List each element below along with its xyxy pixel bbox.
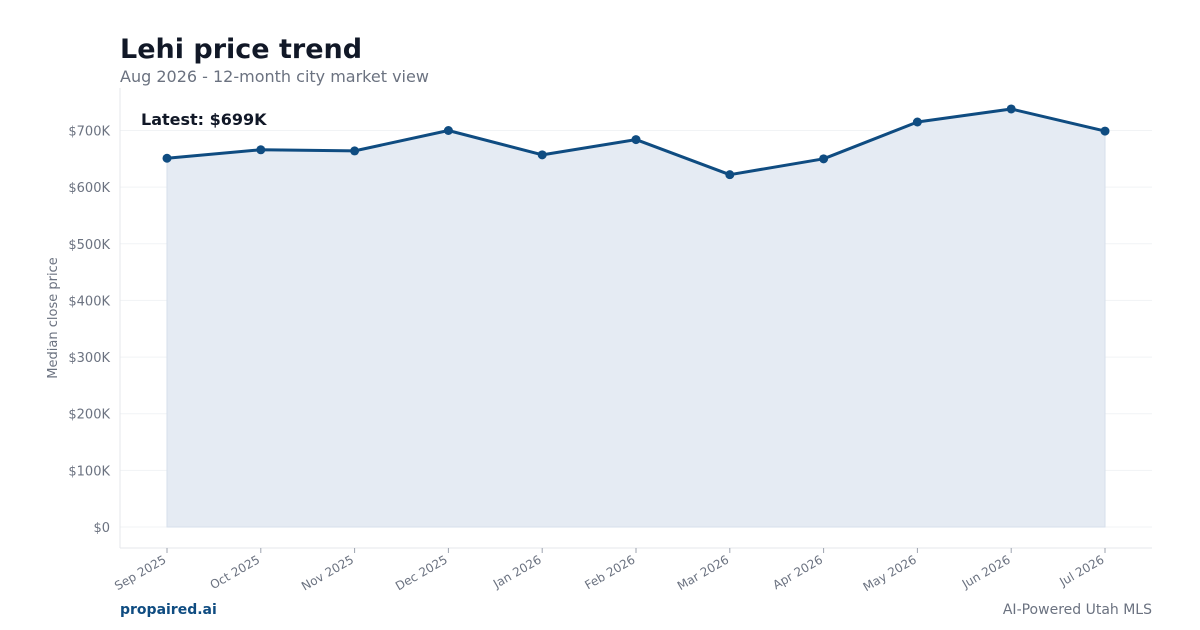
page-subtitle: Aug 2026 - 12-month city market view bbox=[120, 67, 429, 86]
latest-value-annotation: Latest: $699K bbox=[141, 110, 267, 129]
y-tick-label: $400K bbox=[68, 294, 110, 309]
y-tick-label: $300K bbox=[68, 351, 110, 366]
footer-tagline: AI-Powered Utah MLS bbox=[1002, 602, 1152, 618]
y-tick-label: $600K bbox=[68, 181, 110, 196]
x-tick-label: Jan 2026 bbox=[490, 552, 544, 591]
page-title: Lehi price trend bbox=[120, 34, 363, 65]
data-point-0 bbox=[162, 153, 172, 163]
data-point-7 bbox=[819, 154, 829, 164]
y-tick-label: $500K bbox=[68, 238, 110, 253]
x-tick-label: Apr 2026 bbox=[770, 552, 825, 592]
x-tick-label: Sep 2025 bbox=[112, 552, 168, 593]
y-tick-label: $200K bbox=[68, 408, 110, 423]
y-tick-label: $0 bbox=[93, 521, 110, 536]
brand-link[interactable]: propaired.ai bbox=[120, 602, 217, 618]
x-tick-label: Oct 2025 bbox=[208, 552, 263, 592]
data-point-6 bbox=[725, 170, 735, 180]
x-tick-label: Jun 2026 bbox=[959, 552, 1013, 591]
y-tick-label: $100K bbox=[68, 464, 110, 479]
data-point-8 bbox=[912, 117, 922, 127]
data-point-4 bbox=[537, 150, 547, 160]
data-point-2 bbox=[350, 146, 360, 156]
x-tick-label: Nov 2025 bbox=[299, 552, 356, 593]
data-point-5 bbox=[631, 135, 641, 145]
y-axis-label: Median close price bbox=[46, 257, 61, 378]
data-point-3 bbox=[443, 126, 453, 135]
data-point-1 bbox=[256, 145, 266, 155]
x-tick-label: May 2026 bbox=[861, 552, 919, 594]
x-tick-label: Mar 2026 bbox=[675, 552, 731, 593]
data-point-10 bbox=[1100, 126, 1110, 136]
x-tick-label: Jul 2026 bbox=[1056, 552, 1106, 589]
data-point-9 bbox=[1006, 104, 1016, 114]
y-tick-label: $700K bbox=[68, 125, 110, 140]
x-tick-label: Feb 2026 bbox=[582, 552, 637, 592]
area-fill bbox=[166, 108, 1106, 528]
x-tick-label: Dec 2025 bbox=[393, 552, 450, 593]
